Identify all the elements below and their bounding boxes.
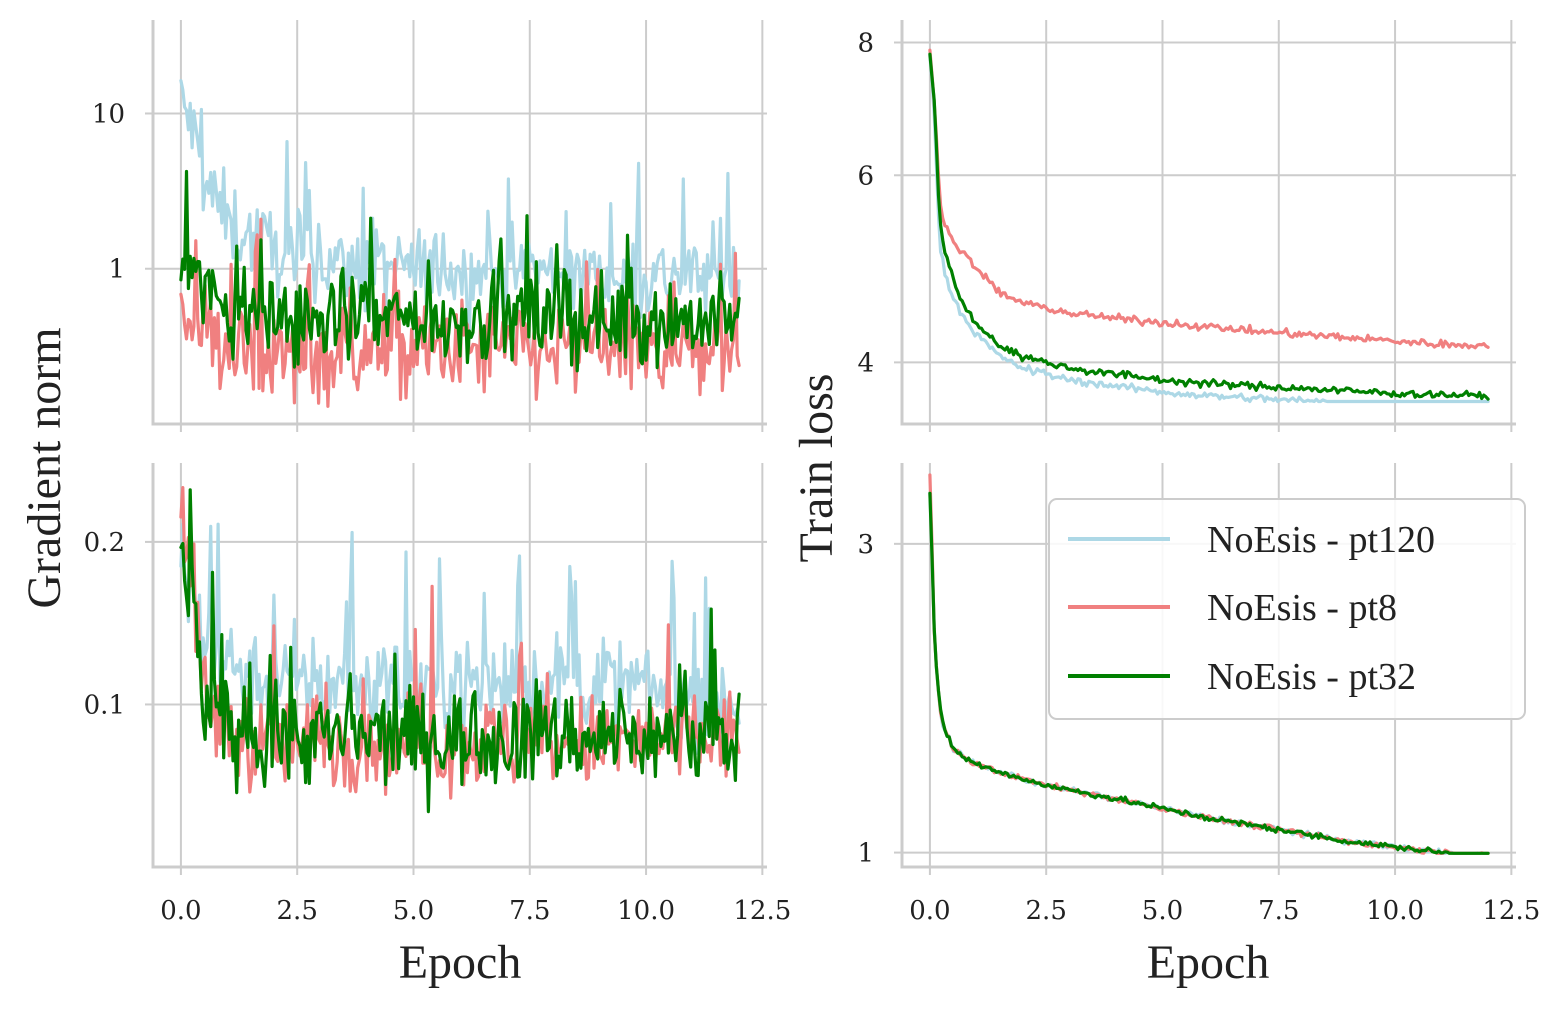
panel-gradnorm-bottom: 0.0 2.5 5.0 7.5 10.0 12.5 0.1 0.2 (84, 463, 791, 926)
legend-label-pt32: NoEsis - pt32 (1207, 656, 1416, 698)
panel-trainloss-bottom: 0.0 2.5 5.0 7.5 10.0 12.5 1 3 (857, 463, 1540, 926)
axes-spine (900, 463, 1516, 869)
x-tick-label: 12.5 (1482, 896, 1540, 926)
panel-gradnorm-top: 1 10 (92, 20, 767, 432)
y-tick-label: 6 (857, 161, 874, 191)
right-epoch-axis-title: Epoch (1147, 936, 1270, 989)
train-loss-axis-title: Train loss (790, 374, 843, 563)
x-tick-label: 0.0 (160, 896, 201, 926)
axes-spine (900, 20, 1516, 426)
panel-trainloss-top: 4 6 8 (857, 20, 1516, 432)
x-tick-label: 7.5 (1258, 896, 1299, 926)
legend-label-pt120: NoEsis - pt120 (1207, 519, 1435, 561)
y-tick-label: 0.2 (84, 528, 125, 558)
left-epoch-axis-title: Epoch (399, 936, 522, 989)
x-tick-label: 2.5 (277, 896, 318, 926)
series-line-pt32 (179, 488, 741, 814)
legend-frame (1048, 498, 1526, 720)
x-tick-label: 10.0 (1366, 896, 1424, 926)
series-line-pt120 (179, 522, 741, 755)
series-line-pt120 (179, 79, 741, 339)
y-tick-label: 0.1 (84, 690, 125, 720)
x-tick-label: 12.5 (733, 896, 791, 926)
legend-label-pt8: NoEsis - pt8 (1207, 587, 1397, 629)
y-tick-label: 4 (857, 348, 874, 378)
x-tick-label: 7.5 (509, 896, 550, 926)
x-tick-label: 0.0 (909, 896, 950, 926)
x-tick-label: 5.0 (393, 896, 434, 926)
series-line-pt32 (928, 52, 1490, 401)
y-tick-label: 1 (108, 255, 125, 285)
series-line-pt8 (928, 48, 1490, 350)
axes-spine (151, 463, 767, 869)
y-tick-label: 1 (857, 839, 874, 869)
x-tick-label: 10.0 (617, 896, 675, 926)
y-tick-label: 8 (857, 29, 874, 59)
axes-spine (151, 20, 767, 426)
legend: NoEsis - pt120 NoEsis - pt8 NoEsis - pt3… (1048, 498, 1526, 720)
y-tick-label: 10 (92, 99, 125, 129)
y-tick-label: 3 (857, 530, 874, 560)
x-tick-label: 2.5 (1026, 896, 1067, 926)
x-tick-label: 5.0 (1142, 896, 1183, 926)
series-line-pt32 (179, 169, 741, 373)
gradient-norm-axis-title: Gradient norm (18, 327, 71, 608)
series-line-pt120 (928, 54, 1490, 404)
series-line-pt32 (928, 491, 1490, 855)
